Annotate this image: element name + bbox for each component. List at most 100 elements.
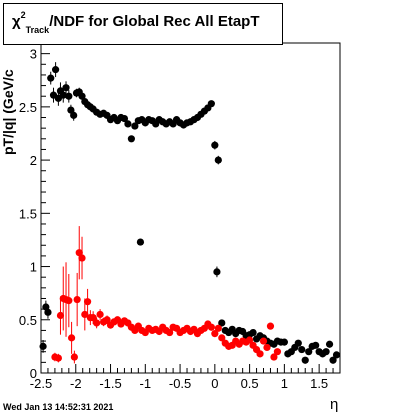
title-chi: χ <box>12 13 21 30</box>
chart-marks <box>39 62 341 364</box>
data-point <box>67 321 76 354</box>
title-suffix: /NDF for Global Rec All EtapT <box>49 13 260 30</box>
point-marker <box>67 334 76 342</box>
data-point <box>124 120 132 128</box>
point-marker <box>44 308 52 316</box>
data-point <box>65 89 73 103</box>
point-marker <box>136 238 145 246</box>
point-marker <box>93 319 101 327</box>
point-marker <box>75 249 83 257</box>
data-point <box>312 341 320 349</box>
data-point <box>70 110 78 121</box>
data-point <box>214 155 222 165</box>
data-point <box>78 92 86 100</box>
point-marker <box>301 356 309 364</box>
point-marker <box>54 354 62 362</box>
x-tick-label: 1.5 <box>310 376 328 391</box>
point-marker <box>305 348 313 356</box>
point-marker <box>166 328 174 337</box>
point-marker <box>70 111 78 119</box>
point-marker <box>207 100 215 108</box>
y-tick-label: 0 <box>30 366 37 381</box>
point-marker <box>273 348 282 356</box>
x-tick-label: -0.5 <box>169 376 191 391</box>
point-marker <box>298 345 306 354</box>
point-marker <box>65 92 73 100</box>
point-marker <box>329 356 337 364</box>
point-marker <box>214 156 222 164</box>
data-point <box>249 328 257 337</box>
point-marker <box>73 295 81 304</box>
datestamp: Wed Jan 13 14:52:31 2021 <box>3 402 114 412</box>
plot-frame <box>40 42 341 374</box>
data-point <box>305 348 313 356</box>
data-point <box>322 348 330 356</box>
point-marker <box>218 334 226 342</box>
data-point <box>131 122 139 130</box>
point-marker <box>294 339 302 347</box>
data-point <box>273 348 282 356</box>
data-point <box>298 345 306 354</box>
data-point <box>65 274 73 328</box>
data-point <box>54 353 62 363</box>
point-marker <box>214 324 222 332</box>
data-point <box>62 81 70 95</box>
data-point <box>207 100 215 108</box>
data-point <box>294 339 302 347</box>
data-point <box>103 315 111 325</box>
title-superscript: 2 <box>20 10 26 20</box>
point-marker <box>89 314 97 322</box>
point-marker <box>67 106 75 114</box>
data-point <box>256 350 264 358</box>
point-marker <box>211 141 219 149</box>
point-marker <box>263 343 271 352</box>
point-marker <box>266 322 275 330</box>
data-point <box>39 340 47 353</box>
data-point <box>96 309 104 320</box>
data-point <box>218 319 226 327</box>
point-marker <box>120 114 129 123</box>
point-marker <box>39 342 47 350</box>
x-tick-label: -2.5 <box>30 376 52 391</box>
point-marker <box>103 316 111 324</box>
data-point <box>270 353 278 361</box>
x-tick-label: 0 <box>211 376 218 391</box>
point-marker <box>207 323 215 331</box>
point-marker <box>70 353 78 361</box>
point-marker <box>124 120 132 128</box>
data-point <box>59 87 67 103</box>
point-marker <box>81 310 89 319</box>
point-marker <box>322 348 330 356</box>
point-marker <box>59 91 67 99</box>
data-point <box>214 324 222 332</box>
data-point <box>93 317 101 329</box>
data-point <box>127 135 135 143</box>
point-marker <box>270 353 278 361</box>
data-point <box>136 238 145 246</box>
y-axis-label: pT/|q| (GeV/c <box>0 69 16 155</box>
point-marker <box>280 338 288 346</box>
point-marker <box>83 298 92 306</box>
x-tick-label: -1 <box>140 376 152 391</box>
y-tick-label: 0.5 <box>19 313 37 328</box>
point-marker <box>213 268 221 276</box>
y-tick-label: 1 <box>30 260 37 275</box>
point-marker <box>62 84 70 92</box>
data-point <box>259 337 268 345</box>
title-subscript: Track <box>25 25 50 35</box>
data-point <box>89 311 97 325</box>
y-tick-label: 1.5 <box>19 206 37 221</box>
data-point <box>75 226 83 280</box>
chart-title-box: χ2 Track/NDF for Global Rec All EtapT <box>3 3 283 45</box>
point-marker <box>249 328 257 337</box>
x-tick-label: 1 <box>281 376 288 391</box>
y-tick-label: 2 <box>30 153 37 168</box>
data-point <box>73 272 81 327</box>
data-point <box>47 71 55 85</box>
data-point <box>207 323 215 331</box>
chart-axes: -2.5 -2 -1.5 -1 -0.5 0 0.5 1 1.5 0 0.5 1 1.5 2 2.5 3 <box>19 42 341 391</box>
point-marker <box>52 66 60 74</box>
point-marker <box>218 319 226 327</box>
data-point <box>332 351 341 359</box>
data-point <box>211 140 219 150</box>
